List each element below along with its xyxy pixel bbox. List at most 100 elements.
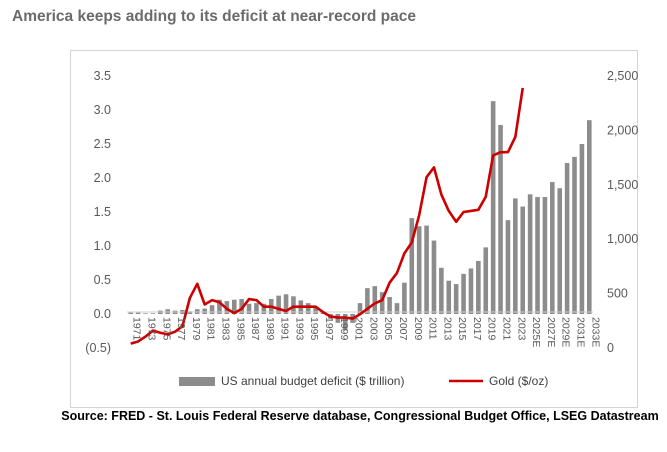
x-tick-label: 2017 [471, 317, 483, 341]
gold-line-layer [130, 87, 525, 345]
x-axis-ticks: 1971 1973 1975 1977 1979 1981 1983 1985 1987 1989… [131, 317, 602, 347]
deficit-bar [305, 303, 311, 314]
left-tick-label: 3.5 [94, 69, 111, 83]
x-tick-label: 2031E [575, 317, 587, 347]
deficit-bar [542, 197, 548, 314]
left-tick-label: 3.0 [94, 103, 111, 117]
deficit-bar [572, 156, 577, 314]
right-axis-ticks: 0 500 1,000 1,500 2,000 2,500 [607, 69, 638, 355]
deficit-bar [283, 294, 289, 314]
legend: US annual budget deficit ($ trillion) Go… [179, 374, 548, 388]
deficit-bar [424, 225, 429, 314]
x-tick-label: 1975 [160, 317, 172, 341]
deficit-bar [261, 303, 267, 314]
gold-line [130, 87, 525, 345]
deficit-bar [209, 305, 215, 314]
x-tick-label: 1979 [190, 317, 202, 341]
x-tick-label: 1981 [205, 317, 217, 341]
x-tick-label: 1983 [220, 317, 232, 341]
x-tick-label: 1989 [264, 317, 276, 341]
right-tick-label: 1,000 [607, 232, 638, 246]
x-tick-label: 1997 [323, 317, 335, 341]
x-tick-label: 2013 [441, 317, 453, 341]
deficit-bar [416, 226, 422, 314]
deficit-bar [128, 312, 133, 314]
deficit-bar [379, 292, 385, 314]
deficit-bar [483, 247, 489, 314]
deficit-bar [520, 206, 526, 314]
x-tick-label: 2029E [560, 317, 572, 347]
x-tick-label: 2015 [456, 317, 468, 341]
deficit-bar [143, 313, 148, 314]
x-tick-label: 2005 [382, 317, 394, 341]
deficit-bar [461, 273, 466, 314]
left-tick-label: 2.5 [94, 137, 111, 151]
chart-area: (0.5) 0.0 0.5 1.0 1.5 2.0 2.5 3.0 3.5 0 500 1,000 1… [70, 50, 638, 408]
deficit-bar [579, 144, 585, 314]
deficit-bar [187, 311, 193, 314]
right-tick-label: 2,000 [607, 123, 638, 137]
right-tick-label: 0 [607, 341, 614, 355]
chart-svg: (0.5) 0.0 0.5 1.0 1.5 2.0 2.5 3.0 3.5 0 500 1,000 1… [85, 69, 638, 388]
left-tick-label: 2.0 [94, 171, 111, 185]
deficit-bar [291, 296, 296, 314]
deficit-bar [409, 218, 415, 314]
deficit-bar [254, 303, 259, 314]
left-tick-label: 0.0 [94, 307, 111, 321]
deficit-bar [476, 260, 481, 314]
deficit-bars [127, 101, 593, 331]
left-tick-label: 1.0 [94, 239, 111, 253]
chart-title: America keeps adding to its deficit at n… [12, 8, 416, 25]
deficit-bar [439, 267, 444, 314]
x-tick-label: 2023 [515, 317, 527, 341]
deficit-bar [453, 284, 459, 314]
deficit-bar [276, 295, 281, 314]
x-tick-label: 1987 [249, 317, 261, 341]
deficit-bar [402, 282, 407, 314]
deficit-bar [490, 101, 496, 314]
deficit-bar [357, 303, 363, 314]
deficit-bar [468, 268, 474, 314]
deficit-bar [372, 286, 378, 314]
right-tick-label: 1,500 [607, 178, 638, 192]
x-tick-label: 2001 [353, 317, 365, 341]
x-tick-label: 1999 [338, 317, 350, 341]
left-tick-label: 0.5 [94, 273, 111, 287]
x-tick-label: 2009 [412, 317, 424, 341]
x-tick-label: 1977 [175, 317, 187, 341]
deficit-bar [498, 124, 503, 315]
left-tick-label: (0.5) [85, 341, 111, 355]
deficit-bar [342, 314, 348, 331]
deficit-bar [535, 197, 540, 314]
deficit-bar [387, 297, 392, 314]
legend-label-deficit: US annual budget deficit ($ trillion) [221, 374, 404, 388]
deficit-bar [313, 306, 318, 314]
left-tick-label: 1.5 [94, 205, 111, 219]
deficit-bar [202, 308, 207, 314]
deficit-bar [246, 303, 252, 314]
deficit-bar [557, 188, 563, 314]
deficit-bar [150, 313, 156, 314]
x-tick-label: 2025E [530, 317, 542, 347]
left-axis-ticks: (0.5) 0.0 0.5 1.0 1.5 2.0 2.5 3.0 3.5 [85, 69, 111, 355]
source-note: Source: FRED - St. Louis Federal Reserve… [61, 409, 659, 423]
x-tick-label: 2003 [367, 317, 379, 341]
deficit-bar [135, 312, 141, 314]
x-tick-label: 2019 [486, 317, 498, 341]
deficit-bar [505, 220, 511, 314]
deficit-bar [587, 120, 592, 314]
x-tick-label: 2021 [501, 317, 513, 341]
right-tick-label: 500 [607, 287, 628, 301]
deficit-bar [550, 182, 555, 314]
x-tick-label: 2011 [427, 317, 439, 340]
right-tick-label: 2,500 [607, 69, 638, 83]
deficit-bar [394, 303, 400, 314]
deficit-bar [564, 163, 570, 314]
x-tick-label: 1973 [146, 317, 158, 341]
x-tick-label: 2007 [397, 317, 409, 341]
x-tick-label: 2033E [589, 317, 601, 347]
x-tick-label: 1993 [293, 317, 305, 341]
deficit-bar [431, 240, 437, 314]
legend-label-gold: Gold ($/oz) [489, 374, 548, 388]
deficit-bar [239, 299, 244, 314]
